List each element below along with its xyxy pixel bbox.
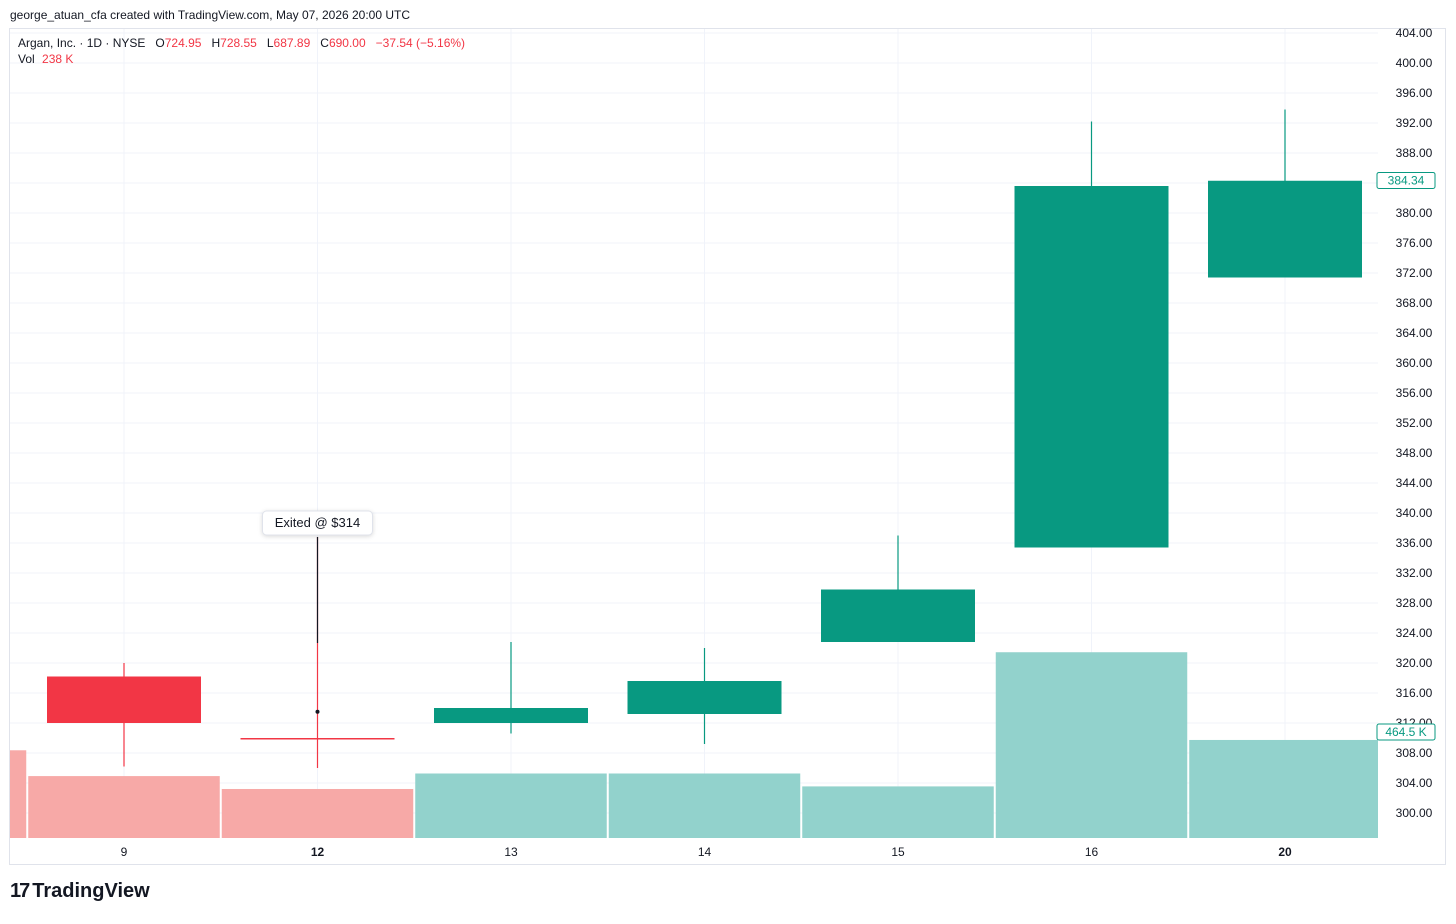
- candle-body: [240, 738, 395, 740]
- y-axis-tick-label: 344.00: [1396, 476, 1433, 490]
- y-axis-tick-label: 316.00: [1396, 686, 1433, 700]
- volume-bar: [608, 773, 801, 838]
- y-axis-tick-label: 324.00: [1396, 626, 1433, 640]
- x-axis-tick-label: 14: [698, 845, 712, 859]
- chart-frame: [9, 28, 1446, 865]
- tradingview-logo-mark: 17: [10, 880, 30, 902]
- legend-volume-value: 238 K: [42, 52, 74, 66]
- y-axis-tick-label: 308.00: [1396, 746, 1433, 760]
- legend-symbol[interactable]: Argan, Inc. · 1D · NYSE: [18, 36, 146, 50]
- x-axis-tick-label: 13: [504, 845, 518, 859]
- y-axis-tick-label: 392.00: [1396, 116, 1433, 130]
- y-axis-tick-label: 336.00: [1396, 536, 1433, 550]
- y-axis-tick-label: 332.00: [1396, 566, 1433, 580]
- legend-close-value: 690.00: [328, 36, 366, 50]
- y-axis-tick-label: 360.00: [1396, 356, 1433, 370]
- volume-bar: [802, 786, 994, 838]
- last-volume-label: 464.5 K: [1385, 725, 1426, 739]
- y-axis-tick-label: 376.00: [1396, 236, 1433, 250]
- x-axis-tick-label: 12: [311, 845, 325, 859]
- last-price-label: 384.34: [1388, 173, 1425, 187]
- x-axis-tick-label: 16: [1085, 845, 1099, 859]
- y-axis-tick-label: 396.00: [1396, 86, 1433, 100]
- legend-open-label: O: [155, 36, 165, 50]
- volume-bar: [28, 776, 220, 838]
- y-axis-tick-label: 340.00: [1396, 506, 1433, 520]
- candle-body: [47, 676, 201, 723]
- legend-high-label: H: [211, 36, 221, 50]
- legend-high-value: 728.55: [220, 36, 257, 50]
- y-axis-tick-label: 348.00: [1396, 446, 1433, 460]
- chart-attribution: george_atuan_cfa created with TradingVie…: [10, 8, 411, 22]
- last-price-tag: [1376, 171, 1436, 189]
- legend-low-value: 687.89: [273, 36, 311, 50]
- y-axis-tick-label: 404.00: [1396, 26, 1433, 40]
- tradingview-brand: TradingView: [32, 880, 150, 902]
- last-volume-tag: [1376, 723, 1436, 741]
- candle-body: [627, 681, 782, 714]
- volume-bar: [995, 652, 1188, 838]
- y-axis-tick-label: 380.00: [1396, 206, 1433, 220]
- y-axis-tick-label: 364.00: [1396, 326, 1433, 340]
- legend-close-label: C: [320, 36, 329, 50]
- candle-body: [821, 589, 975, 642]
- y-axis-tick-label: 320.00: [1396, 656, 1433, 670]
- y-axis-tick-label: 368.00: [1396, 296, 1433, 310]
- legend-open-value: 724.95: [164, 36, 202, 50]
- y-axis-tick-label: 400.00: [1396, 56, 1433, 70]
- y-axis-tick-label: 372.00: [1396, 266, 1433, 280]
- legend-low-label: L: [266, 36, 274, 50]
- annotation-text: Exited @ $314: [275, 515, 360, 530]
- y-axis-tick-label: 304.00: [1396, 776, 1433, 790]
- legend-change: −37.54 (−5.16%): [375, 36, 466, 50]
- volume-bar: [221, 788, 414, 838]
- volume-bar: [1189, 739, 1378, 838]
- annotation-marker: [315, 709, 320, 714]
- y-axis-tick-label: 300.00: [1396, 806, 1433, 820]
- x-axis-tick-label: 9: [121, 845, 128, 859]
- y-axis-tick-label: 328.00: [1396, 596, 1433, 610]
- x-axis-tick-label: 20: [1278, 845, 1292, 859]
- candle-body: [1014, 186, 1169, 548]
- annotation-box: [262, 510, 373, 536]
- y-axis-tick-label: 352.00: [1396, 416, 1433, 430]
- chart-legend: Argan, Inc. · 1D · NYSE O724.95 H728.55 …: [18, 35, 465, 67]
- volume-bar: [415, 773, 607, 838]
- y-axis-tick-label: 356.00: [1396, 386, 1433, 400]
- volume-bar: [10, 750, 27, 838]
- y-axis-tick-label: 388.00: [1396, 146, 1433, 160]
- legend-volume-label: Vol: [18, 52, 35, 66]
- tradingview-logo[interactable]: 17 TradingView: [10, 880, 150, 903]
- x-axis-tick-label: 15: [891, 845, 905, 859]
- candle-body: [1208, 180, 1362, 278]
- candle-body: [434, 708, 588, 723]
